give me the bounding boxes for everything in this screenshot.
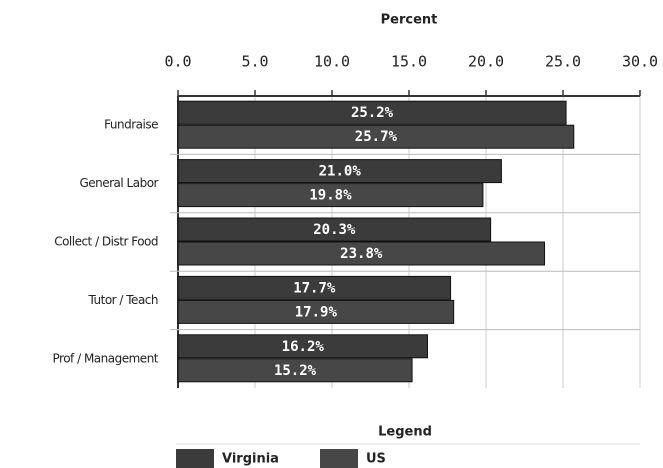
data-label: 23.8%: [340, 246, 383, 262]
y-tick-label: Tutor / Teach: [88, 293, 159, 307]
legend-swatch: [176, 449, 214, 468]
bar: [177, 275, 452, 300]
y-tick-label: Collect / Distr Food: [54, 235, 158, 249]
bar: [177, 217, 492, 242]
x-tick-label: 30.0: [622, 53, 658, 71]
data-label: 25.7%: [355, 129, 398, 145]
data-label: 17.7%: [293, 280, 336, 296]
data-label: 21.0%: [319, 164, 362, 180]
bar: [177, 100, 567, 125]
x-tick-label: 0.0: [164, 53, 191, 71]
data-label: 19.8%: [309, 188, 352, 204]
bar: [177, 358, 413, 383]
bar: [177, 159, 502, 184]
x-tick-label: 20.0: [468, 53, 504, 71]
legend-swatch: [320, 449, 358, 468]
y-tick-label: General Labor: [79, 176, 158, 190]
data-label: 17.9%: [295, 304, 338, 320]
data-label: 20.3%: [313, 222, 356, 238]
legend-title: Legend: [378, 425, 432, 440]
x-tick-label: 10.0: [314, 53, 350, 71]
data-label: 16.2%: [282, 339, 325, 355]
bar: [177, 241, 546, 266]
axis-title: Percent: [381, 13, 438, 28]
data-label: 25.2%: [351, 105, 394, 121]
x-tick-label: 15.0: [391, 53, 427, 71]
data-label: 15.2%: [274, 363, 317, 379]
x-tick-label: 5.0: [241, 53, 268, 71]
x-tick-label: 25.0: [545, 53, 581, 71]
bar: [177, 183, 484, 208]
y-tick-label: Fundraise: [104, 118, 158, 132]
legend-label: US: [366, 452, 386, 467]
bar: [177, 124, 575, 149]
y-tick-label: Prof / Management: [53, 351, 159, 365]
legend-label: Virginia: [222, 452, 279, 467]
bar: [177, 334, 428, 359]
bar: [177, 299, 455, 324]
